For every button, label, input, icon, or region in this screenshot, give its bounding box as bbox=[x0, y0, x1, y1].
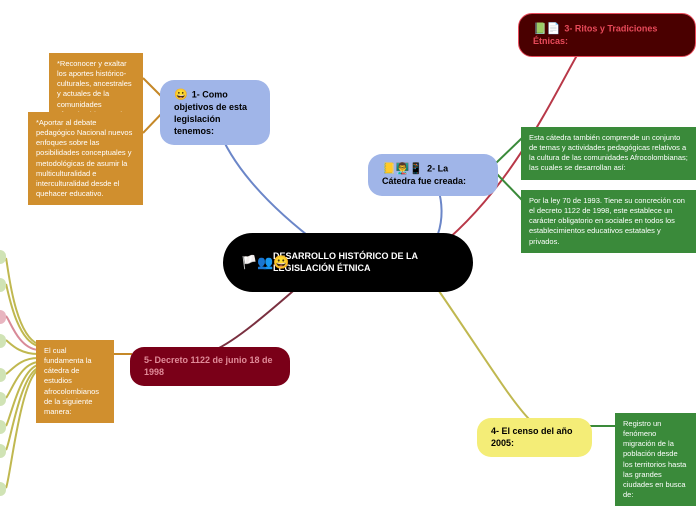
branch-icons: 📗📄 bbox=[533, 23, 560, 35]
branch-b5[interactable]: 5- Decreto 1122 de junio 18 de 1998 bbox=[130, 347, 290, 386]
note-n2a[interactable]: Esta cátedra también comprende un conjun… bbox=[521, 127, 696, 180]
branch-b4[interactable]: 4- El censo del año 2005: bbox=[477, 418, 592, 457]
branch-b2[interactable]: 📒👨‍🏫📱2- La Cátedra fue creada: bbox=[368, 154, 498, 196]
central-node[interactable]: 🏳️👥😀DESARROLLO HISTÓRICO DE LA LEGISLACI… bbox=[223, 233, 473, 292]
note-text: Por la ley 70 de 1993. Tiene su concreci… bbox=[529, 196, 685, 246]
note-n1b[interactable]: *Aportar al debate pedagógico Nacional n… bbox=[28, 112, 143, 205]
central-title: DESARROLLO HISTÓRICO DE LA LEGISLACIÓN É… bbox=[273, 251, 418, 273]
left-stub bbox=[0, 250, 6, 264]
note-text: Registro un fenómeno migración de la pob… bbox=[623, 419, 686, 499]
branch-label: 5- Decreto 1122 de junio 18 de 1998 bbox=[144, 355, 273, 377]
note-n5a[interactable]: El cual fundamenta la cátedra de estudio… bbox=[36, 340, 114, 423]
left-stub bbox=[0, 334, 6, 348]
note-text: El cual fundamenta la cátedra de estudio… bbox=[44, 346, 99, 416]
branch-icons: 😀 bbox=[174, 89, 188, 101]
left-stub bbox=[0, 368, 6, 382]
note-text: *Aportar al debate pedagógico Nacional n… bbox=[36, 118, 132, 198]
central-icons: 🏳️👥😀 bbox=[241, 254, 290, 271]
note-text: Esta cátedra también comprende un conjun… bbox=[529, 133, 688, 172]
left-stub bbox=[0, 482, 6, 496]
left-stub bbox=[0, 310, 6, 324]
left-stub bbox=[0, 420, 6, 434]
note-n4a[interactable]: Registro un fenómeno migración de la pob… bbox=[615, 413, 696, 506]
note-n2b[interactable]: Por la ley 70 de 1993. Tiene su concreci… bbox=[521, 190, 696, 253]
branch-b1[interactable]: 😀1- Como objetivos de esta legislación t… bbox=[160, 80, 270, 145]
left-stub bbox=[0, 444, 6, 458]
left-stub bbox=[0, 278, 6, 292]
branch-icons: 📒👨‍🏫📱 bbox=[382, 163, 423, 175]
branch-label: 4- El censo del año 2005: bbox=[491, 426, 573, 448]
branch-b3[interactable]: 📗📄3- Ritos y Tradiciones Étnicas: bbox=[518, 13, 696, 57]
left-stub bbox=[0, 392, 6, 406]
